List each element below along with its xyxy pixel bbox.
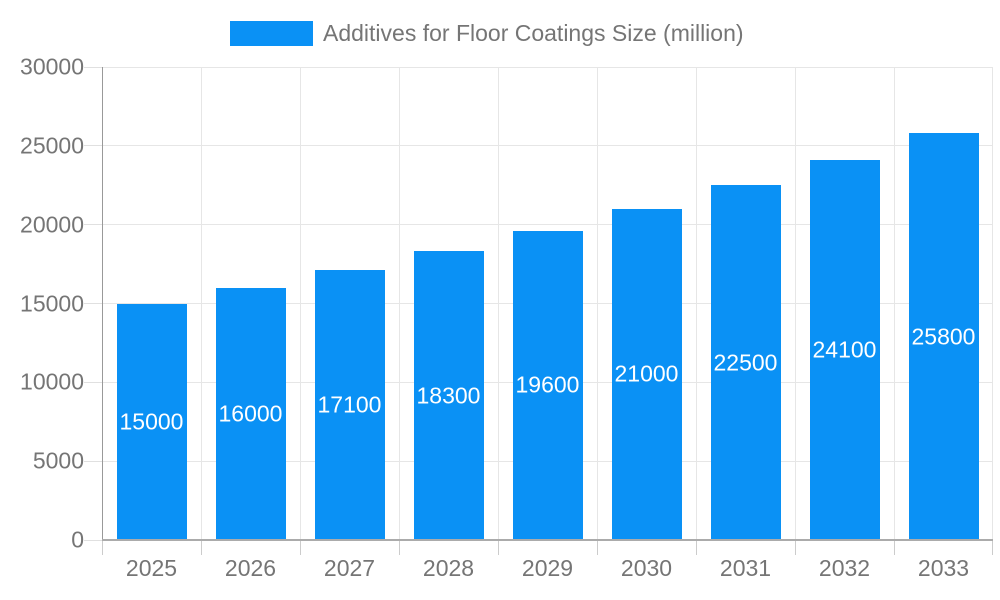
x-tick (794, 540, 796, 555)
y-tick (84, 303, 102, 304)
x-tick-label: 2031 (719, 555, 772, 581)
y-axis-line (102, 67, 103, 540)
bar (809, 160, 880, 540)
x-tick (299, 540, 301, 555)
bar-value-label: 25800 (911, 323, 976, 350)
y-tick (84, 66, 102, 68)
y-tick-label: 5000 (32, 447, 84, 474)
x-tick-label: 2032 (818, 555, 871, 581)
bar (215, 287, 286, 540)
y-tick-label: 10000 (20, 368, 84, 395)
legend-label: Additives for Floor Coatings Size (milli… (323, 20, 744, 46)
x-tick-label: 2030 (620, 555, 673, 581)
y-tick (84, 145, 102, 147)
bar-value-label: 21000 (614, 360, 679, 387)
x-tick (497, 540, 499, 555)
bar-value-label: 18300 (416, 382, 481, 409)
x-gridline (398, 67, 400, 540)
x-tick (200, 540, 202, 555)
y-gridline (102, 66, 993, 68)
y-tick (84, 539, 102, 541)
bar-value-label: 16000 (218, 400, 283, 427)
bar-value-label: 17100 (317, 391, 382, 418)
y-gridline (102, 224, 993, 226)
bar-value-label: 19600 (515, 371, 580, 398)
y-gridline (102, 145, 993, 147)
bar (314, 270, 385, 540)
y-tick-label: 15000 (20, 290, 84, 316)
x-axis-line (102, 539, 993, 541)
bar-value-label: 22500 (713, 349, 778, 376)
legend-swatch (230, 21, 313, 46)
y-tick (84, 381, 102, 383)
bar-value-label: 24100 (812, 336, 877, 363)
y-tick-label: 20000 (20, 211, 84, 238)
legend: Additives for Floor Coatings Size (milli… (230, 20, 744, 47)
x-tick-label: 2029 (521, 555, 574, 581)
x-tick-label: 2025 (125, 555, 178, 581)
y-tick-label: 30000 (20, 53, 84, 80)
x-gridline (497, 67, 499, 540)
x-gridline (893, 67, 895, 540)
x-tick-label: 2033 (917, 555, 970, 581)
bar (611, 208, 682, 540)
x-gridline (695, 67, 697, 540)
bar (413, 251, 484, 540)
x-tick-label: 2027 (323, 555, 376, 581)
x-tick (695, 540, 697, 555)
x-tick (398, 540, 400, 555)
x-gridline (992, 67, 993, 540)
x-gridline (200, 67, 202, 540)
x-tick (893, 540, 895, 555)
bar-value-label: 15000 (119, 408, 184, 435)
y-tick (84, 460, 102, 462)
bar (116, 303, 187, 540)
x-gridline (299, 67, 301, 540)
plot-area: 0 5000 10000 15000 20000 25000 30000 15000 2025 1… (20, 55, 993, 580)
y-tick (84, 224, 102, 226)
x-gridline (596, 67, 598, 540)
bar (908, 133, 979, 540)
x-gridline (794, 67, 796, 540)
x-tick-label: 2026 (224, 555, 277, 581)
bar (710, 185, 781, 540)
y-tick-label: 25000 (20, 132, 84, 159)
x-tick (101, 540, 103, 555)
x-tick (596, 540, 598, 555)
y-tick-label: 0 (71, 526, 84, 553)
x-tick (992, 540, 993, 555)
x-tick-label: 2028 (422, 555, 475, 581)
bar (512, 230, 583, 540)
